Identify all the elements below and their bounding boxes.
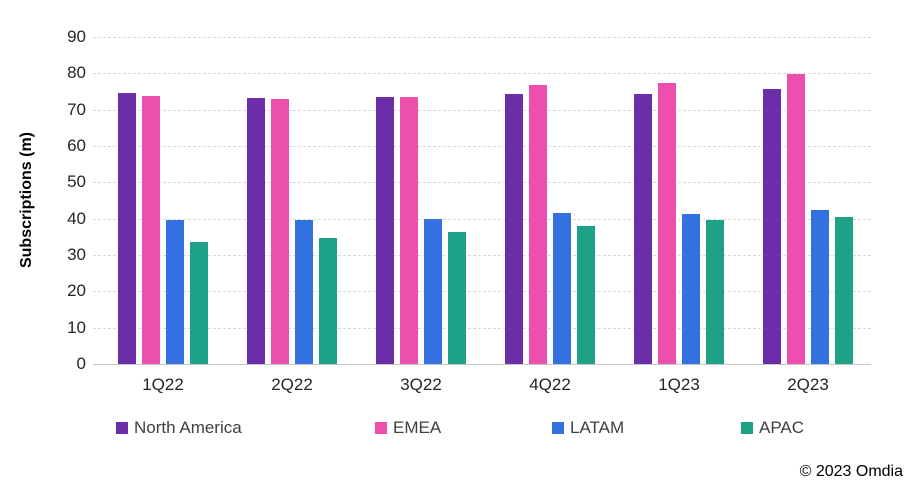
gridline-10: [93, 327, 871, 329]
legend-item-apac: APAC: [741, 418, 805, 437]
x-tick-label-1q23: 1Q23: [658, 375, 700, 394]
bar-north-america-1q23: [634, 93, 652, 364]
gridline-70: [93, 109, 871, 111]
legend-swatch-icon: [116, 422, 128, 434]
legend-label: APAC: [759, 418, 805, 437]
gridline-60: [93, 146, 871, 147]
legend-label: LATAM: [570, 418, 625, 437]
bar-emea-1q22: [142, 96, 160, 364]
legend-swatch-icon: [375, 422, 387, 434]
bar-latam-4q22: [553, 212, 571, 364]
plot-area: [93, 37, 871, 365]
gridline-80: [93, 73, 871, 75]
y-tick-label-80: 80: [67, 63, 86, 83]
gridline-40: [93, 218, 871, 220]
bar-emea-2q22: [271, 98, 289, 364]
bar-latam-1q22: [166, 220, 184, 364]
y-tick-label-40: 40: [67, 208, 86, 228]
bar-latam-2q22: [295, 220, 313, 364]
y-tick-label-60: 60: [67, 136, 86, 155]
x-tick-label-3q22: 3Q22: [400, 375, 442, 394]
bar-emea-2q23: [787, 74, 805, 364]
legend-item-latam: LATAM: [552, 418, 625, 437]
x-tick-label-1q22: 1Q22: [142, 375, 184, 394]
bar-apac-1q22: [190, 241, 208, 364]
bar-emea-1q23: [658, 82, 676, 364]
y-tick-label-90: 90: [67, 27, 86, 46]
bar-latam-3q22: [424, 219, 442, 364]
bar-north-america-4q22: [505, 94, 523, 364]
bar-apac-4q22: [577, 225, 595, 364]
gridline-30: [93, 255, 871, 256]
gridline-50: [93, 182, 871, 184]
bar-latam-1q23: [682, 214, 700, 364]
legend-item-emea: EMEA: [375, 418, 442, 437]
bar-apac-2q22: [319, 237, 337, 364]
x-tick-label-2q22: 2Q22: [271, 375, 313, 394]
legend-swatch-icon: [552, 422, 564, 434]
gridline-90: [93, 37, 871, 38]
y-tick-label-10: 10: [67, 317, 86, 337]
y-tick-label-30: 30: [67, 245, 86, 264]
bar-north-america-2q23: [763, 89, 781, 364]
bar-north-america-3q22: [376, 97, 394, 364]
bar-apac-2q23: [835, 216, 853, 364]
bar-north-america-2q22: [247, 97, 265, 364]
y-tick-label-0: 0: [76, 354, 86, 373]
x-tick-label-2q23: 2Q23: [787, 375, 829, 394]
bar-apac-3q22: [448, 232, 466, 364]
legend-item-north-america: North America: [116, 418, 242, 437]
legend-label: North America: [134, 418, 242, 437]
legend-swatch-icon: [741, 422, 753, 434]
bar-apac-1q23: [706, 220, 724, 364]
gridline-20: [93, 291, 871, 293]
bar-emea-3q22: [400, 96, 418, 364]
y-tick-label-70: 70: [67, 99, 86, 119]
y-tick-label-20: 20: [67, 281, 86, 301]
bar-latam-2q23: [811, 209, 829, 364]
copyright-text: © 2023 Omdia: [799, 463, 903, 480]
x-tick-label-4q22: 4Q22: [529, 375, 571, 394]
legend-label: EMEA: [393, 418, 442, 437]
bar-emea-4q22: [529, 85, 547, 364]
bar-north-america-1q22: [118, 92, 136, 364]
y-tick-label-50: 50: [67, 172, 86, 192]
